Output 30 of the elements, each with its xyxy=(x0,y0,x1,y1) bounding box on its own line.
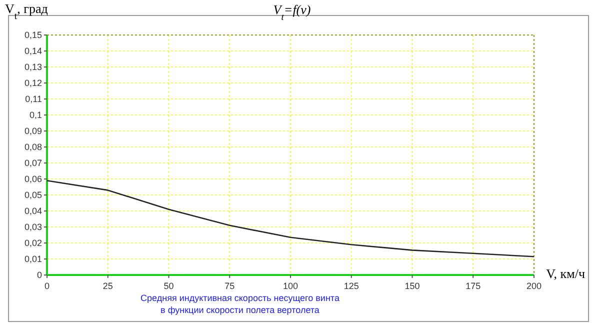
y-tick-label: 0,12 xyxy=(24,78,42,88)
x-tick-label: 0 xyxy=(44,281,50,291)
y-tick-label: 0,15 xyxy=(24,30,42,40)
x-axis-title: V, км/ч xyxy=(546,266,586,281)
chart-title: V$_{t}$=f(v) xyxy=(273,2,311,22)
x-tick-label: 150 xyxy=(404,281,420,291)
y-axis-title: V$_{t}$, град xyxy=(5,1,48,22)
y-tick-label: 0,11 xyxy=(25,94,42,104)
x-tick-label: 25 xyxy=(102,281,113,291)
text: Средняя индуктивная скорость несущего винта в функции скорости полета вертолета xyxy=(140,293,340,315)
y-tick-label: 0,02 xyxy=(24,238,42,248)
y-tick-label: 0,1 xyxy=(29,110,42,120)
line-series xyxy=(46,180,535,258)
y-tick-label: 0 xyxy=(36,270,42,280)
x-tick-label: 200 xyxy=(526,281,542,291)
y-tick-label: 0,04 xyxy=(24,206,42,216)
x-tick-label: 125 xyxy=(344,281,359,291)
x-tick-label: 100 xyxy=(282,281,298,291)
y-tick-label: 0,03 xyxy=(24,222,42,232)
x-tick-label: 175 xyxy=(466,281,481,291)
x-tick-label: 50 xyxy=(164,281,174,291)
y-tick-label: 0,09 xyxy=(24,126,42,136)
y-tick-label: 0,13 xyxy=(24,62,42,72)
y-tick-label: 0,14 xyxy=(24,46,42,56)
y-tick-label: 0,06 xyxy=(24,174,42,184)
y-tick-label: 0,08 xyxy=(24,142,42,152)
x-tick-label: 75 xyxy=(224,281,235,291)
y-tick-label: 0,07 xyxy=(24,158,42,168)
y-tick-label: 0,05 xyxy=(24,190,42,200)
y-tick-label: 0,01 xyxy=(24,254,42,264)
